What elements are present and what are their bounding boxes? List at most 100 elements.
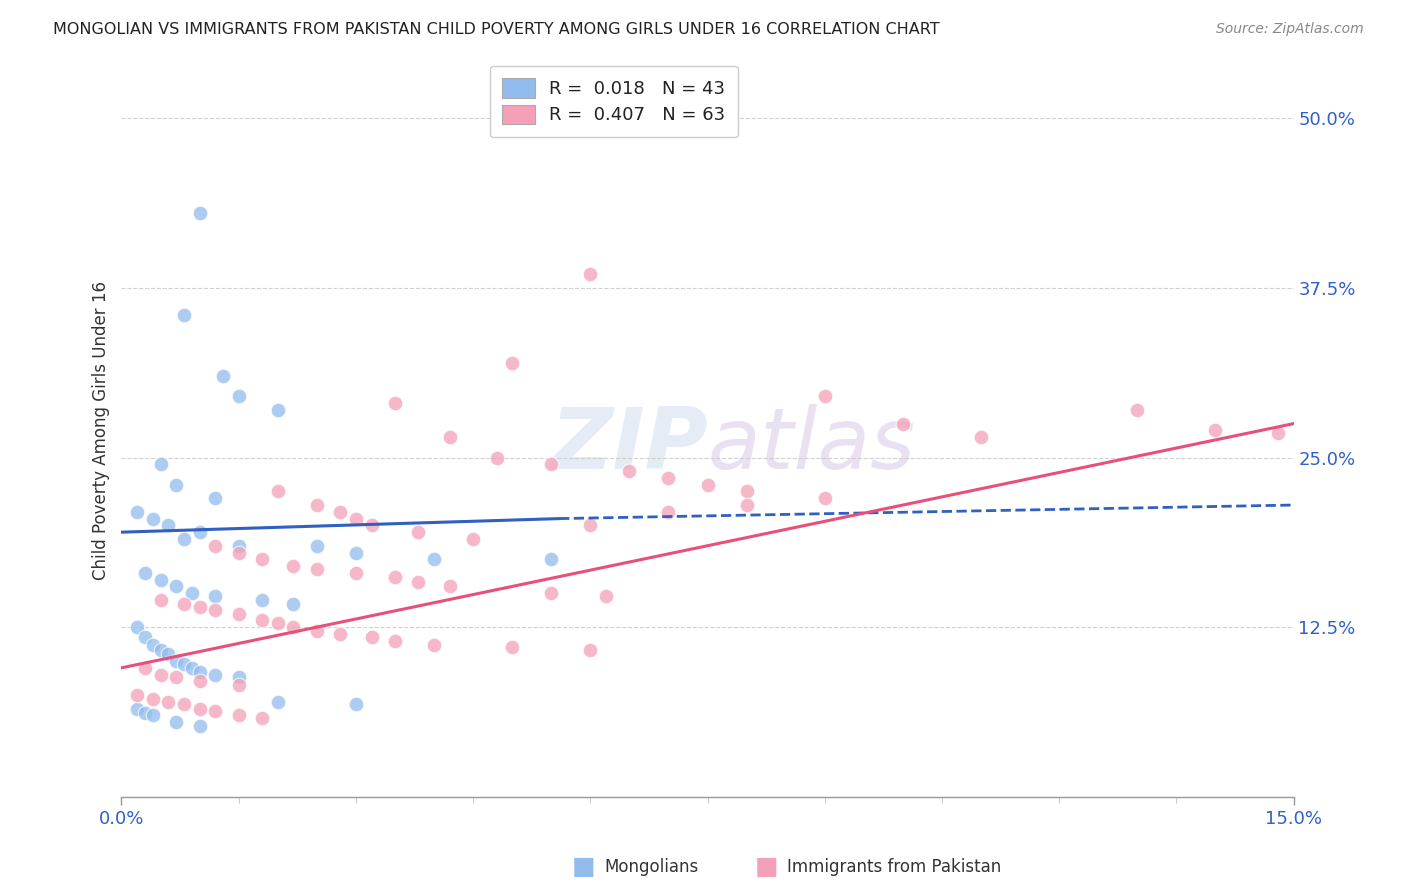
Point	[540, 458, 562, 472]
Point	[1126, 403, 1149, 417]
Point	[204, 589, 226, 603]
Point	[142, 511, 165, 525]
Point	[657, 471, 679, 485]
Point	[228, 539, 250, 553]
Point	[149, 593, 172, 607]
Point	[283, 597, 305, 611]
Text: ZIP: ZIP	[550, 403, 707, 486]
Point	[165, 670, 187, 684]
Point	[384, 396, 406, 410]
Point	[157, 518, 180, 533]
Point	[501, 640, 523, 655]
Point	[125, 620, 148, 634]
Point	[125, 701, 148, 715]
Point	[142, 708, 165, 723]
Point	[305, 562, 328, 576]
Point	[204, 667, 226, 681]
Text: Source: ZipAtlas.com: Source: ZipAtlas.com	[1216, 22, 1364, 37]
Point	[970, 430, 993, 444]
Point	[344, 511, 367, 525]
Point	[891, 417, 914, 431]
Point	[344, 698, 367, 712]
Text: Immigrants from Pakistan: Immigrants from Pakistan	[787, 858, 1001, 876]
Point	[250, 552, 273, 566]
Text: ■: ■	[755, 855, 778, 879]
Point	[439, 579, 461, 593]
Point	[204, 539, 226, 553]
Point	[188, 674, 211, 689]
Text: MONGOLIAN VS IMMIGRANTS FROM PAKISTAN CHILD POVERTY AMONG GIRLS UNDER 16 CORRELA: MONGOLIAN VS IMMIGRANTS FROM PAKISTAN CH…	[53, 22, 941, 37]
Point	[329, 505, 352, 519]
Point	[165, 477, 187, 491]
Point	[423, 552, 446, 566]
Point	[579, 268, 602, 282]
Point	[619, 464, 641, 478]
Point	[329, 627, 352, 641]
Point	[228, 545, 250, 559]
Point	[142, 692, 165, 706]
Point	[344, 566, 367, 580]
Point	[267, 403, 290, 417]
Text: Mongolians: Mongolians	[605, 858, 699, 876]
Point	[188, 719, 211, 733]
Point	[657, 505, 679, 519]
Point	[125, 505, 148, 519]
Point	[267, 484, 290, 499]
Point	[228, 678, 250, 692]
Point	[165, 654, 187, 668]
Point	[157, 695, 180, 709]
Point	[228, 708, 250, 723]
Point	[188, 206, 211, 220]
Point	[360, 630, 382, 644]
Text: ■: ■	[572, 855, 595, 879]
Point	[250, 711, 273, 725]
Point	[814, 389, 837, 403]
Point	[595, 589, 617, 603]
Point	[461, 532, 484, 546]
Point	[180, 661, 202, 675]
Point	[439, 430, 461, 444]
Point	[173, 597, 195, 611]
Legend: R =  0.018   N = 43, R =  0.407   N = 63: R = 0.018 N = 43, R = 0.407 N = 63	[489, 66, 738, 137]
Point	[188, 665, 211, 679]
Point	[228, 670, 250, 684]
Point	[283, 559, 305, 574]
Point	[134, 566, 156, 580]
Point	[696, 477, 718, 491]
Point	[735, 498, 758, 512]
Text: atlas: atlas	[707, 403, 915, 486]
Point	[157, 647, 180, 661]
Point	[344, 545, 367, 559]
Point	[735, 484, 758, 499]
Point	[134, 630, 156, 644]
Point	[149, 458, 172, 472]
Point	[423, 638, 446, 652]
Point	[165, 579, 187, 593]
Point	[579, 643, 602, 657]
Point	[408, 525, 430, 540]
Point	[134, 661, 156, 675]
Point	[579, 518, 602, 533]
Point	[1267, 426, 1289, 441]
Point	[204, 704, 226, 718]
Point	[134, 706, 156, 720]
Point	[149, 573, 172, 587]
Point	[250, 613, 273, 627]
Point	[305, 498, 328, 512]
Point	[188, 525, 211, 540]
Point	[204, 602, 226, 616]
Point	[149, 667, 172, 681]
Point	[165, 715, 187, 730]
Point	[188, 599, 211, 614]
Point	[540, 552, 562, 566]
Point	[384, 570, 406, 584]
Point	[212, 369, 235, 384]
Point	[173, 532, 195, 546]
Point	[228, 389, 250, 403]
Point	[188, 701, 211, 715]
Point	[267, 616, 290, 631]
Point	[142, 638, 165, 652]
Point	[1204, 424, 1226, 438]
Point	[228, 607, 250, 621]
Point	[250, 593, 273, 607]
